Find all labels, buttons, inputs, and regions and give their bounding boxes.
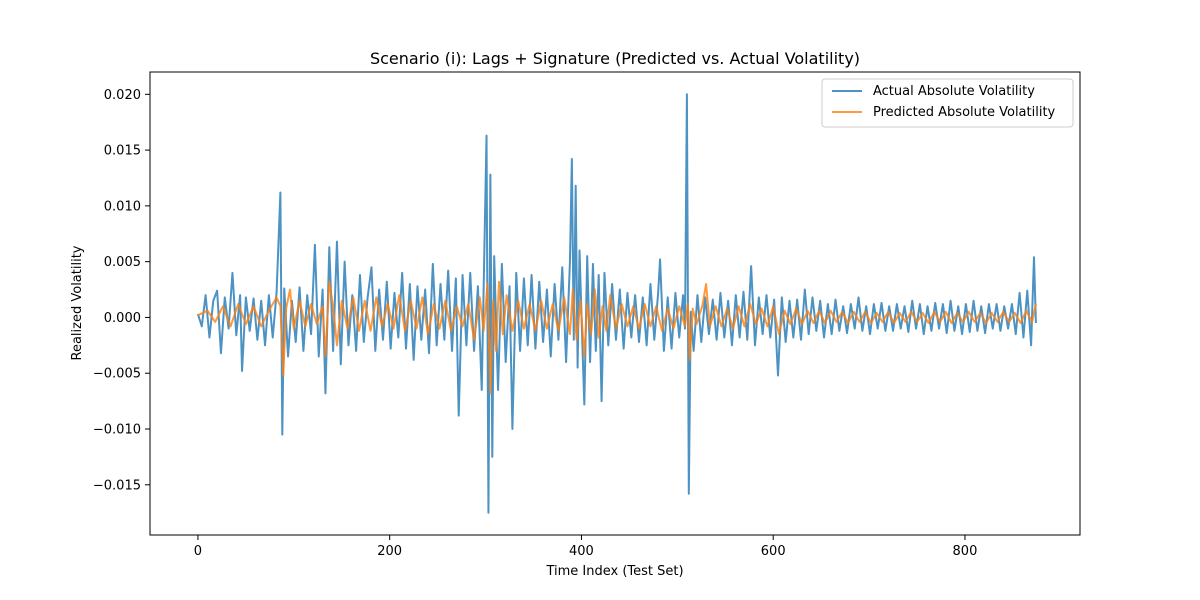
y-tick-label: 0.000: [104, 311, 141, 326]
plot-area: [150, 72, 1080, 535]
y-axis: −0.015 −0.010 −0.005 0.000 0.005 0.010 0.015 0.…: [93, 88, 150, 493]
series-layer: [196, 93, 1037, 514]
x-tick-label: 600: [761, 544, 786, 559]
y-tick-label: −0.010: [93, 423, 141, 438]
chart-title: Scenario (i): Lags + Signature (Predicte…: [370, 49, 860, 68]
x-axis: 0 200 400 600 800: [194, 535, 978, 559]
x-axis-label: Time Index (Test Set): [545, 564, 683, 579]
legend-label-predicted: Predicted Absolute Volatility: [873, 105, 1056, 120]
x-tick-label: 400: [569, 544, 594, 559]
y-tick-label: 0.020: [104, 88, 141, 103]
y-tick-label: 0.015: [104, 144, 141, 159]
y-tick-label: −0.005: [93, 367, 141, 382]
plot-frame: [149, 71, 1081, 536]
x-tick-label: 0: [194, 544, 202, 559]
x-tick-label: 800: [953, 544, 978, 559]
y-tick-label: 0.010: [104, 199, 141, 214]
series-line-predicted: [197, 280, 1037, 395]
legend-label-actual: Actual Absolute Volatility: [873, 84, 1035, 99]
legend-box: [821, 78, 1074, 128]
x-tick-label: 200: [377, 544, 402, 559]
y-tick-label: 0.005: [104, 255, 141, 270]
legend: Actual Absolute Volatility Predicted Abs…: [821, 78, 1074, 128]
y-tick-label: −0.015: [93, 478, 141, 493]
y-axis-label: Realized Volatility: [70, 245, 85, 360]
